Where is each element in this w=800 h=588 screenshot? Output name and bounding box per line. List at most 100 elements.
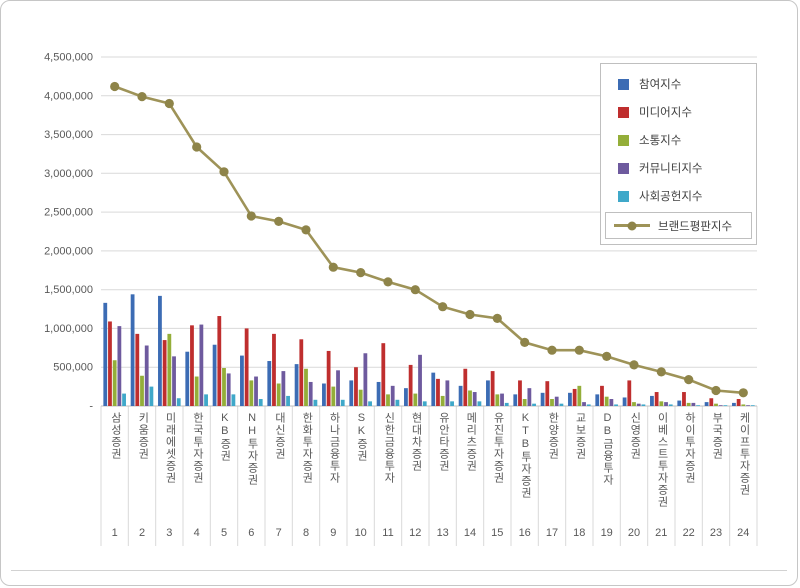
y-axis-tick-label: 3,500,000 (44, 129, 93, 141)
bar-미디어지수 (244, 328, 249, 406)
bar-미디어지수 (381, 343, 386, 406)
bar-소통지수 (112, 360, 117, 406)
brand-index-marker (383, 277, 393, 287)
bar-참여지수 (349, 380, 354, 406)
rank-label: 10 (355, 527, 367, 539)
bar-참여지수 (486, 380, 490, 406)
bar-소통지수 (413, 393, 418, 406)
legend-line-marker (627, 221, 637, 230)
rank-label: 8 (303, 527, 309, 539)
brand-index-marker (219, 167, 229, 177)
bar-소통지수 (304, 368, 308, 406)
brand-index-marker (137, 92, 147, 102)
bar-사회공헌지수 (231, 394, 236, 406)
legend-label: 미디어지수 (639, 107, 692, 119)
bar-미디어지수 (108, 321, 112, 406)
bar-커뮤니티지수 (199, 324, 204, 406)
y-axis-tick-label: 500,000 (53, 362, 93, 374)
rank-label: 21 (655, 527, 667, 539)
bar-소통지수 (222, 368, 226, 406)
bar-사회공헌지수 (668, 404, 673, 406)
brand-index-marker (574, 345, 584, 355)
bar-소통지수 (577, 385, 582, 406)
rank-label: 11 (382, 527, 393, 539)
bar-참여지수 (294, 364, 299, 406)
bar-커뮤니티지수 (718, 405, 723, 406)
bar-사회공헌지수 (586, 404, 591, 406)
rank-label: 3 (166, 527, 172, 539)
rank-label: 23 (710, 527, 722, 539)
rank-label: 15 (491, 527, 503, 539)
bar-참여지수 (513, 394, 518, 406)
bar-사회공헌지수 (696, 405, 700, 406)
bar-참여지수 (103, 302, 108, 406)
bar-참여지수 (677, 400, 682, 406)
bar-사회공헌지수 (422, 401, 427, 406)
bar-소통지수 (604, 396, 609, 406)
legend-item: 커뮤니티지수 (601, 154, 756, 182)
bar-사회공헌지수 (313, 399, 318, 406)
brand-index-marker (246, 211, 256, 221)
bar-커뮤니티지수 (254, 376, 258, 406)
bar-미디어지수 (463, 368, 468, 406)
bar-미디어지수 (354, 367, 358, 406)
brand-index-marker (520, 337, 530, 347)
y-axis-tick-label: 2,500,000 (44, 207, 93, 219)
bar-사회공헌지수 (750, 405, 755, 406)
bar-커뮤니티지수 (445, 380, 450, 406)
rank-label: 24 (737, 527, 749, 539)
bar-소통지수 (714, 403, 718, 406)
bar-참여지수 (568, 392, 572, 406)
rank-label: 18 (573, 527, 585, 539)
bar-미디어지수 (272, 333, 276, 406)
y-axis-tick-label: 2,000,000 (44, 245, 93, 257)
bar-사회공헌지수 (559, 403, 564, 406)
rank-label: 6 (248, 527, 254, 539)
bar-커뮤니티지수 (144, 345, 149, 406)
bar-소통지수 (331, 386, 336, 406)
bar-미디어지수 (709, 398, 714, 406)
rank-label: 4 (194, 527, 200, 539)
chart-bottom-border (11, 570, 787, 571)
bar-커뮤니티지수 (554, 396, 559, 406)
bar-커뮤니티지수 (500, 393, 504, 406)
y-axis-tick-label: - (89, 401, 93, 413)
bar-참여지수 (322, 383, 326, 406)
bar-참여지수 (431, 372, 436, 406)
legend-label: 커뮤니티지수 (639, 163, 703, 175)
brand-index-marker (465, 309, 475, 320)
brand-index-marker (301, 225, 311, 235)
bar-미디어지수 (217, 316, 222, 406)
bar-참여지수 (240, 355, 244, 406)
bar-사회공헌지수 (176, 398, 181, 406)
rank-label: 12 (409, 527, 421, 539)
bar-참여지수 (732, 402, 736, 406)
bar-커뮤니티지수 (308, 381, 313, 406)
bar-소통지수 (741, 404, 746, 406)
brand-index-marker (684, 375, 694, 385)
brand-index-marker (356, 268, 366, 278)
bar-참여지수 (458, 385, 463, 406)
bar-참여지수 (130, 294, 135, 406)
bar-커뮤니티지수 (746, 405, 750, 406)
bar-참여지수 (650, 395, 654, 406)
rank-label: 16 (519, 527, 531, 539)
bar-커뮤니티지수 (691, 402, 696, 406)
bar-소통지수 (522, 399, 527, 406)
bar-사회공헌지수 (122, 393, 126, 406)
bar-미디어지수 (326, 350, 331, 406)
bar-참여지수 (540, 392, 545, 406)
brand-index-marker (711, 385, 721, 396)
brand-index-marker (492, 313, 502, 323)
brand-index-marker (164, 98, 174, 109)
legend-swatch (618, 162, 629, 174)
brand-index-marker (738, 388, 748, 398)
bar-소통지수 (358, 389, 363, 406)
bar-소통지수 (659, 401, 664, 406)
bar-미디어지수 (682, 392, 686, 406)
bar-커뮤니티지수 (527, 388, 532, 406)
rank-label: 17 (546, 527, 558, 539)
bar-소통지수 (686, 402, 691, 406)
bar-사회공헌지수 (504, 402, 509, 406)
bar-미디어지수 (162, 340, 167, 406)
